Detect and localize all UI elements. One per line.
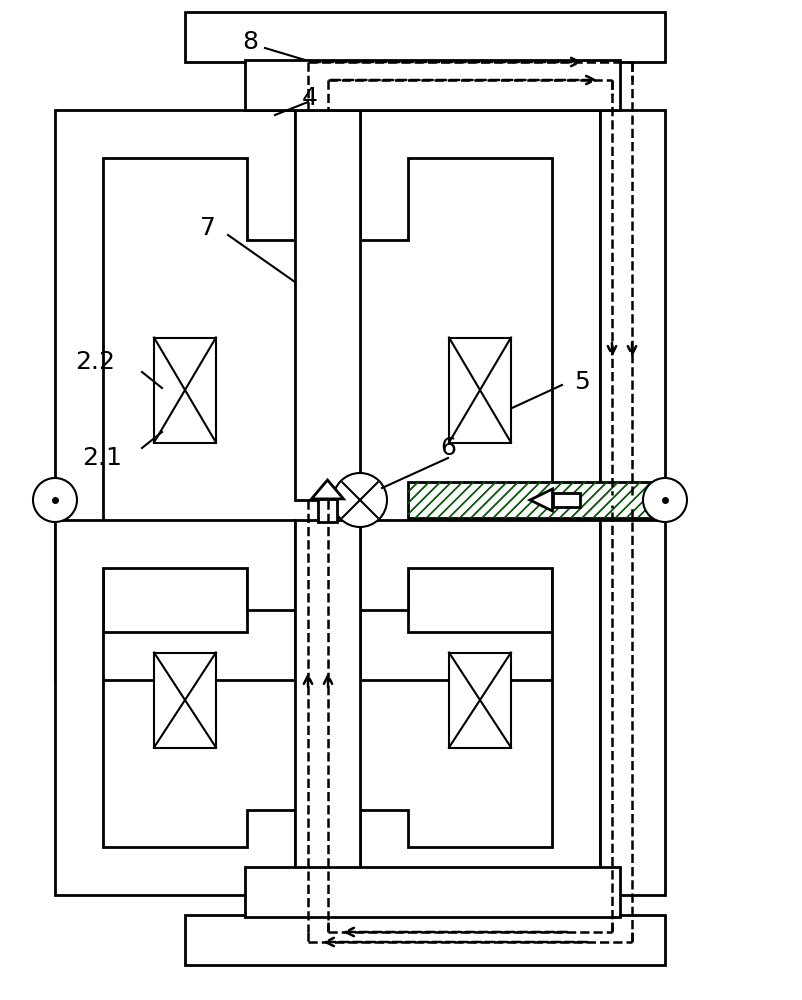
- Text: 6: 6: [439, 436, 456, 460]
- Polygon shape: [529, 489, 552, 511]
- Circle shape: [33, 478, 77, 522]
- Bar: [448, 652, 510, 748]
- Bar: [154, 338, 216, 443]
- Bar: [407, 482, 664, 518]
- Polygon shape: [359, 520, 599, 895]
- Bar: [294, 110, 359, 500]
- Text: 7: 7: [200, 216, 216, 240]
- Bar: [184, 915, 664, 965]
- Text: 8: 8: [241, 30, 257, 54]
- Bar: [407, 482, 664, 518]
- Text: 2.1: 2.1: [82, 446, 122, 470]
- Text: 4: 4: [302, 86, 318, 110]
- Bar: [245, 867, 619, 917]
- Polygon shape: [311, 480, 343, 499]
- Bar: [245, 60, 619, 110]
- Circle shape: [333, 473, 387, 527]
- Bar: [599, 110, 664, 500]
- Bar: [599, 520, 664, 895]
- Bar: [448, 338, 510, 443]
- Bar: [184, 12, 664, 62]
- Polygon shape: [55, 520, 294, 895]
- Bar: [318, 499, 337, 522]
- Text: 2.2: 2.2: [75, 350, 115, 374]
- Bar: [154, 652, 216, 748]
- Text: 5: 5: [573, 370, 589, 394]
- Bar: [294, 520, 359, 895]
- Circle shape: [642, 478, 687, 522]
- Polygon shape: [359, 110, 599, 680]
- Bar: [552, 493, 579, 507]
- Polygon shape: [55, 110, 294, 680]
